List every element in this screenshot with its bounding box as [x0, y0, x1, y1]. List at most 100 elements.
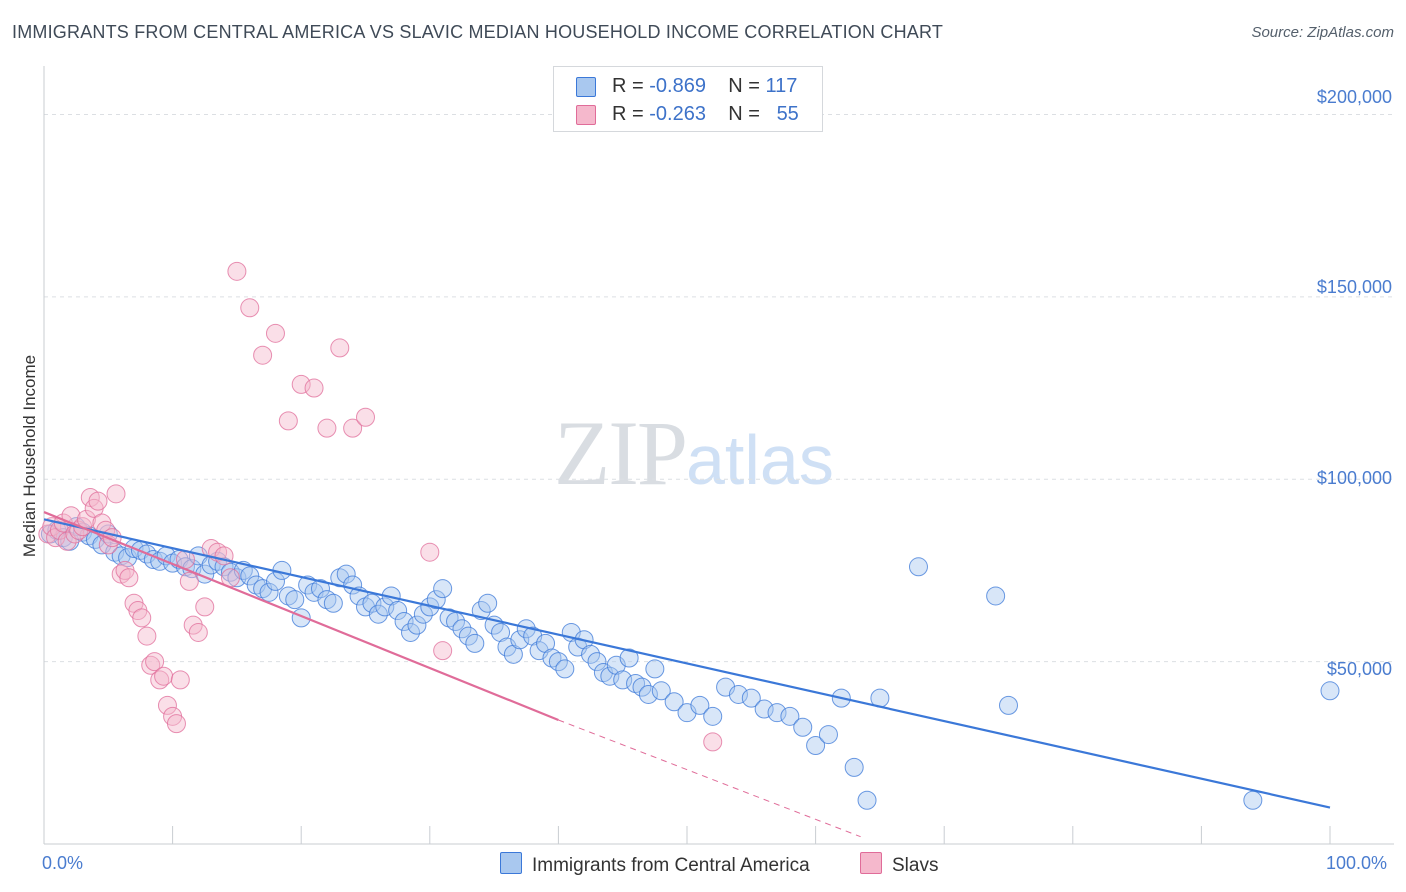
- chart-title: IMMIGRANTS FROM CENTRAL AMERICA VS SLAVI…: [12, 22, 944, 42]
- point-central-america: [806, 736, 826, 756]
- point-central-america: [999, 695, 1018, 715]
- y-tick-label-200000: $200,000: [1316, 87, 1392, 107]
- y-tick-label-50000: $50,000: [1326, 659, 1392, 679]
- point-central-america: [317, 590, 337, 610]
- point-central-america: [632, 677, 652, 697]
- point-slavs: [106, 484, 126, 504]
- point-central-america: [542, 648, 562, 668]
- point-slavs: [278, 411, 298, 431]
- point-central-america: [265, 571, 285, 591]
- point-slavs: [137, 626, 157, 646]
- point-central-america: [651, 681, 671, 701]
- point-central-america: [728, 684, 748, 704]
- watermark-atlas: atlas: [686, 421, 834, 499]
- point-slavs: [119, 568, 139, 588]
- point-central-america: [388, 601, 408, 621]
- point-slavs: [343, 418, 363, 438]
- point-slavs: [265, 323, 285, 343]
- point-central-america: [458, 626, 478, 646]
- point-slavs: [240, 298, 260, 318]
- point-slavs: [420, 542, 440, 562]
- y-tick-label-150000: $150,000: [1316, 277, 1392, 297]
- legend-swatch-blue: [500, 852, 522, 874]
- trend-line-slavs-extension: [558, 719, 861, 838]
- point-slavs: [166, 714, 186, 734]
- bottom-legend-pink: Slavs: [860, 852, 938, 877]
- point-central-america: [323, 593, 343, 613]
- legend-n-label: N =: [728, 103, 760, 125]
- point-central-america: [767, 703, 787, 723]
- point-central-america: [510, 630, 530, 650]
- legend-r-label: R =: [612, 75, 644, 97]
- stats-legend: R = -0.869 N = 117 R = -0.263 N = 55: [553, 66, 823, 132]
- legend-swatch-pink: [576, 105, 596, 125]
- point-central-america: [703, 706, 723, 726]
- point-central-america: [336, 564, 356, 584]
- point-central-america: [439, 608, 459, 628]
- trend-line-slavs: [43, 511, 559, 722]
- point-central-america: [600, 666, 620, 686]
- point-slavs: [253, 345, 273, 365]
- point-central-america: [426, 590, 446, 610]
- point-slavs: [703, 732, 723, 752]
- point-central-america: [908, 557, 928, 577]
- point-central-america: [285, 590, 305, 610]
- watermark-zip: ZIP: [554, 402, 688, 504]
- legend-n-value: 55: [776, 103, 799, 125]
- point-central-america: [548, 652, 568, 672]
- point-central-america: [793, 717, 813, 737]
- legend-r-label: R =: [612, 103, 644, 125]
- point-slavs: [57, 531, 77, 551]
- legend-text-pink: R = -0.263 N = 55: [612, 103, 799, 126]
- point-central-america: [478, 593, 498, 613]
- point-central-america: [259, 582, 279, 602]
- point-central-america: [310, 579, 330, 599]
- x-tick-label-max: 100.0%: [1326, 853, 1388, 873]
- legend-label-pink: Slavs: [892, 855, 939, 876]
- point-slavs: [304, 378, 324, 398]
- legend-r-value: -0.263: [649, 103, 706, 125]
- y-tick-label-100000: $100,000: [1316, 468, 1392, 488]
- point-central-america: [105, 542, 125, 562]
- point-slavs: [433, 641, 453, 661]
- point-central-america: [986, 586, 1006, 606]
- point-central-america: [626, 674, 646, 694]
- bottom-legend-blue: Immigrants from Central America: [500, 852, 810, 877]
- point-slavs: [154, 666, 174, 686]
- point-slavs: [141, 655, 161, 675]
- legend-swatch-pink: [860, 852, 882, 874]
- point-slavs: [330, 338, 350, 358]
- point-slavs: [356, 407, 375, 427]
- point-slavs: [145, 652, 165, 672]
- point-central-america: [613, 670, 633, 690]
- point-central-america: [368, 604, 388, 624]
- point-central-america: [844, 757, 864, 777]
- point-central-america: [780, 706, 800, 726]
- point-central-america: [818, 725, 838, 745]
- point-central-america: [394, 611, 414, 631]
- trend-line-central-america: [43, 518, 1331, 809]
- point-slavs: [317, 418, 337, 438]
- legend-r-value: -0.869: [649, 75, 706, 97]
- point-central-america: [645, 659, 665, 679]
- point-slavs: [150, 670, 170, 690]
- point-central-america: [857, 790, 877, 810]
- legend-label-blue: Immigrants from Central America: [532, 855, 810, 876]
- point-central-america: [664, 692, 684, 712]
- point-central-america: [407, 615, 427, 635]
- legend-n-label: N =: [728, 75, 760, 97]
- point-central-america: [581, 644, 601, 664]
- point-central-america: [619, 648, 639, 668]
- point-central-america: [471, 601, 491, 621]
- point-slavs: [227, 261, 247, 281]
- point-central-america: [465, 633, 485, 653]
- point-central-america: [433, 579, 453, 599]
- point-central-america: [555, 659, 575, 679]
- point-central-america: [587, 652, 607, 672]
- point-central-america: [401, 622, 421, 642]
- point-slavs: [88, 491, 108, 511]
- legend-swatch-blue: [576, 77, 596, 97]
- point-slavs: [291, 374, 311, 394]
- point-slavs: [195, 597, 215, 617]
